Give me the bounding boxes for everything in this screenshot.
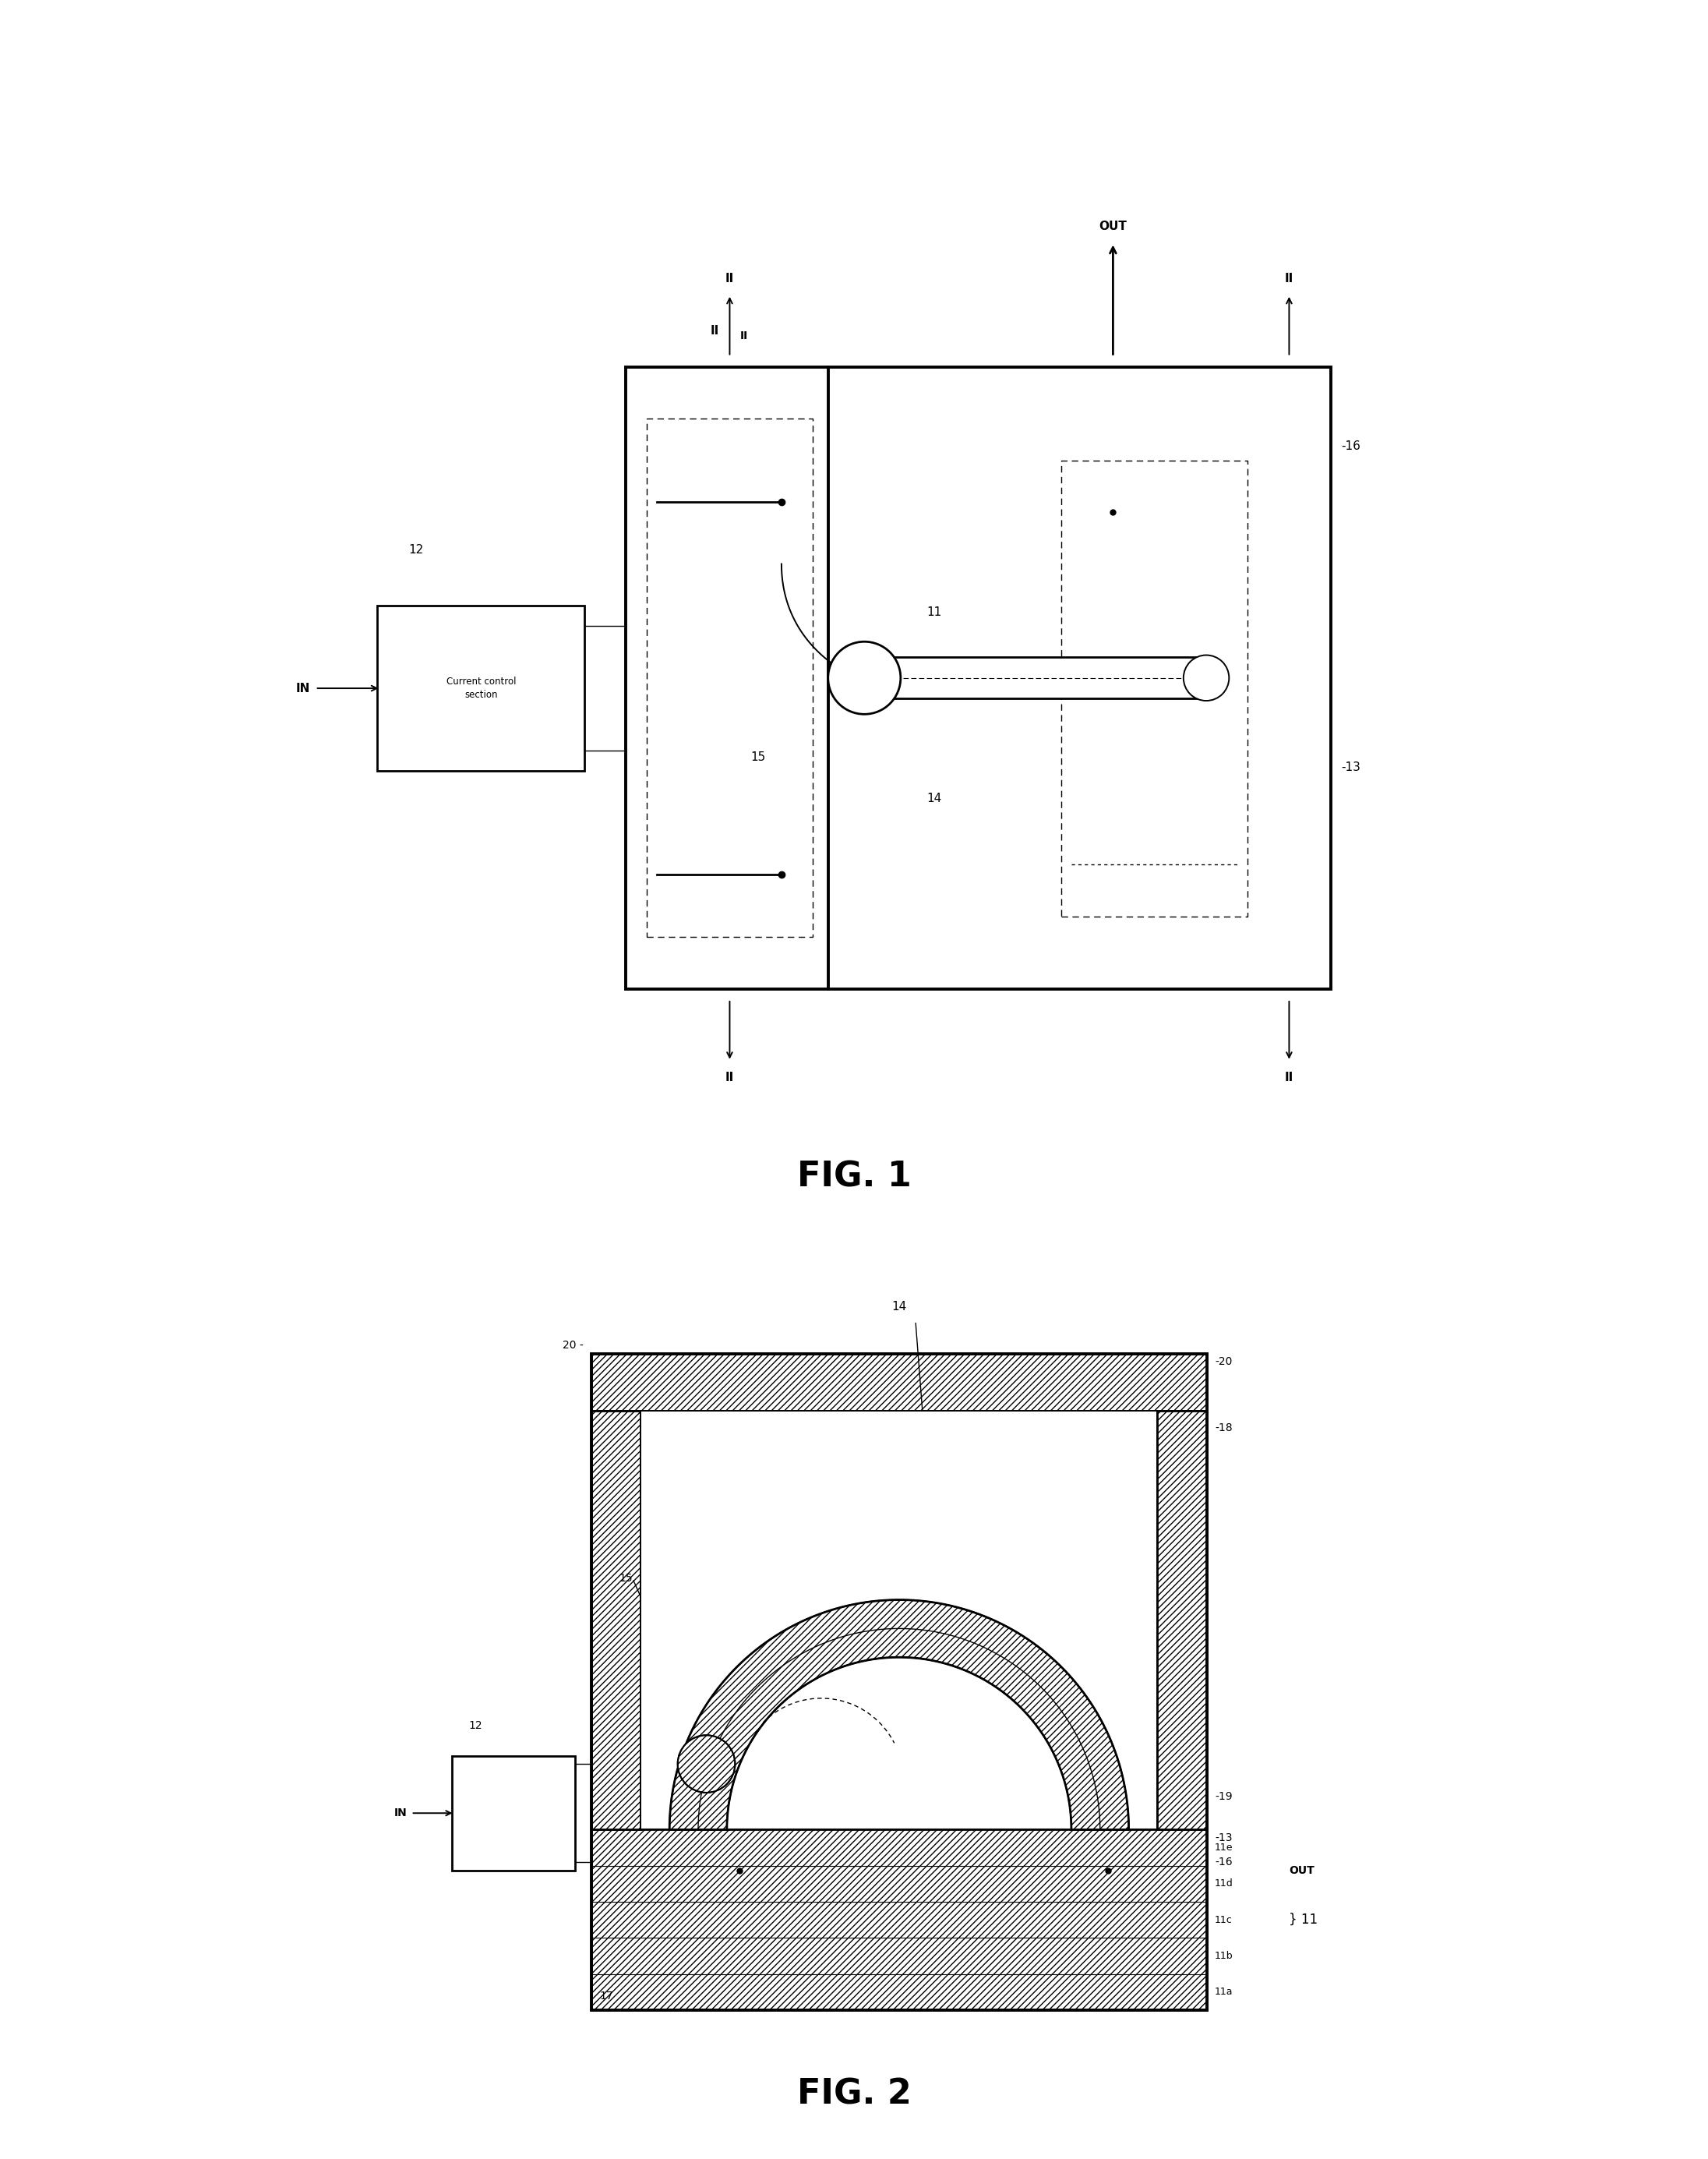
Text: 17: 17 (600, 1991, 613, 2001)
Text: -18: -18 (1214, 1423, 1233, 1434)
Text: 11a: 11a (1214, 1986, 1233, 1997)
Text: IN: IN (395, 1807, 407, 1818)
Text: 12: 12 (408, 544, 424, 555)
Bar (1061, 460, 1247, 915)
Text: 11c: 11c (1214, 1915, 1233, 1926)
Text: II: II (711, 324, 719, 337)
Text: II: II (1284, 1071, 1293, 1084)
Text: II: II (740, 330, 748, 341)
Text: -13: -13 (1214, 1833, 1233, 1844)
Text: FIG. 2: FIG. 2 (796, 2077, 912, 2112)
Text: 14: 14 (892, 1302, 907, 1313)
Text: 14: 14 (926, 792, 941, 805)
Bar (627, 367, 1331, 989)
Text: IN: IN (295, 682, 311, 695)
Circle shape (1184, 654, 1230, 702)
Circle shape (828, 641, 900, 715)
Text: CAVITY: CAVITY (1098, 1436, 1141, 1447)
Text: 11d: 11d (1214, 1878, 1233, 1889)
Bar (591, 1412, 640, 1829)
Text: -20: -20 (1214, 1356, 1231, 1367)
Text: 11e: 11e (1214, 1842, 1233, 1852)
Bar (647, 419, 813, 937)
Text: 15: 15 (618, 1574, 632, 1585)
Text: -16: -16 (1341, 440, 1360, 451)
Bar (377, 605, 584, 771)
Bar (453, 1755, 576, 1870)
Text: -16: -16 (1214, 1857, 1233, 1868)
Text: -19: -19 (1214, 1792, 1233, 1803)
Text: OUT: OUT (1290, 1865, 1313, 1876)
Bar (591, 1829, 1206, 2010)
Bar (591, 1354, 1206, 2010)
Text: Current control
section: Current control section (446, 676, 516, 700)
Text: -13: -13 (1341, 762, 1360, 773)
Bar (864, 656, 1206, 700)
Text: 20 -: 20 - (562, 1341, 584, 1352)
Text: Current control
section: Current control section (485, 1805, 543, 1822)
Text: II: II (1284, 272, 1293, 285)
Text: OUT: OUT (1098, 220, 1127, 233)
Text: 12: 12 (468, 1721, 482, 1732)
Text: } 11: } 11 (1290, 1913, 1317, 1926)
Bar (1158, 1412, 1206, 1829)
Bar (640, 1412, 1158, 1829)
Text: 19: 19 (649, 1794, 663, 1805)
PathPatch shape (670, 1600, 1129, 1829)
Circle shape (678, 1736, 734, 1792)
Text: 11b: 11b (1214, 1952, 1233, 1960)
Text: 11: 11 (926, 607, 941, 617)
Text: II: II (726, 1071, 734, 1084)
Text: FIG. 1: FIG. 1 (796, 1159, 912, 1194)
Text: 15: 15 (750, 751, 765, 762)
Bar (591, 1354, 1206, 1412)
Text: II: II (726, 272, 734, 285)
